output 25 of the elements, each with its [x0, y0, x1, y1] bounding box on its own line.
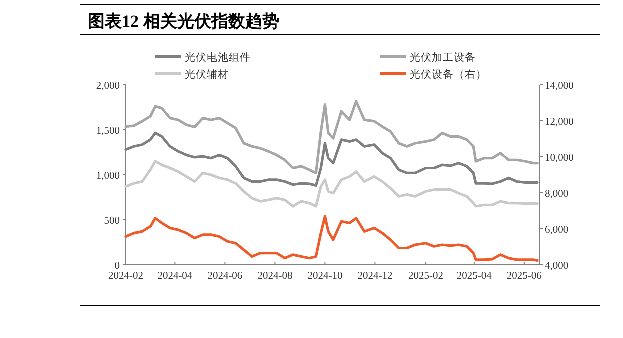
y-tick-label: 2,000 [96, 81, 120, 92]
legend-label: 光伏设备（右） [410, 68, 487, 81]
x-tick-label: 2024-02 [108, 271, 144, 282]
legend-label: 光伏辅材 [185, 68, 229, 81]
y2-tick-label: 8,000 [545, 189, 569, 200]
x-tick-label: 2024-08 [258, 271, 293, 282]
y-tick-label: 500 [104, 216, 120, 227]
y2-tick-label: 10,000 [545, 153, 574, 164]
chart-title: 图表12 相关光伏指数趋势 [88, 12, 280, 31]
y-tick-label: 1,000 [96, 171, 120, 182]
legend-label: 光伏电池组件 [185, 51, 251, 64]
y2-tick-label: 12,000 [545, 117, 574, 128]
y-tick-label: 0 [114, 261, 120, 272]
x-tick-label: 2024-04 [158, 271, 194, 282]
y-tick-label: 1,500 [96, 126, 120, 137]
x-tick-label: 2024-12 [358, 271, 393, 282]
x-tick-label: 2025-06 [506, 271, 542, 282]
y2-tick-label: 14,000 [545, 81, 574, 92]
y2-tick-label: 4,000 [545, 261, 569, 272]
x-tick-label: 2024-10 [308, 271, 343, 282]
x-tick-label: 2024-06 [208, 271, 243, 282]
x-tick-label: 2025-02 [408, 271, 444, 282]
x-tick-label: 2025-04 [456, 271, 493, 282]
y2-tick-label: 6,000 [545, 225, 569, 236]
legend-label: 光伏加工设备 [410, 51, 476, 64]
